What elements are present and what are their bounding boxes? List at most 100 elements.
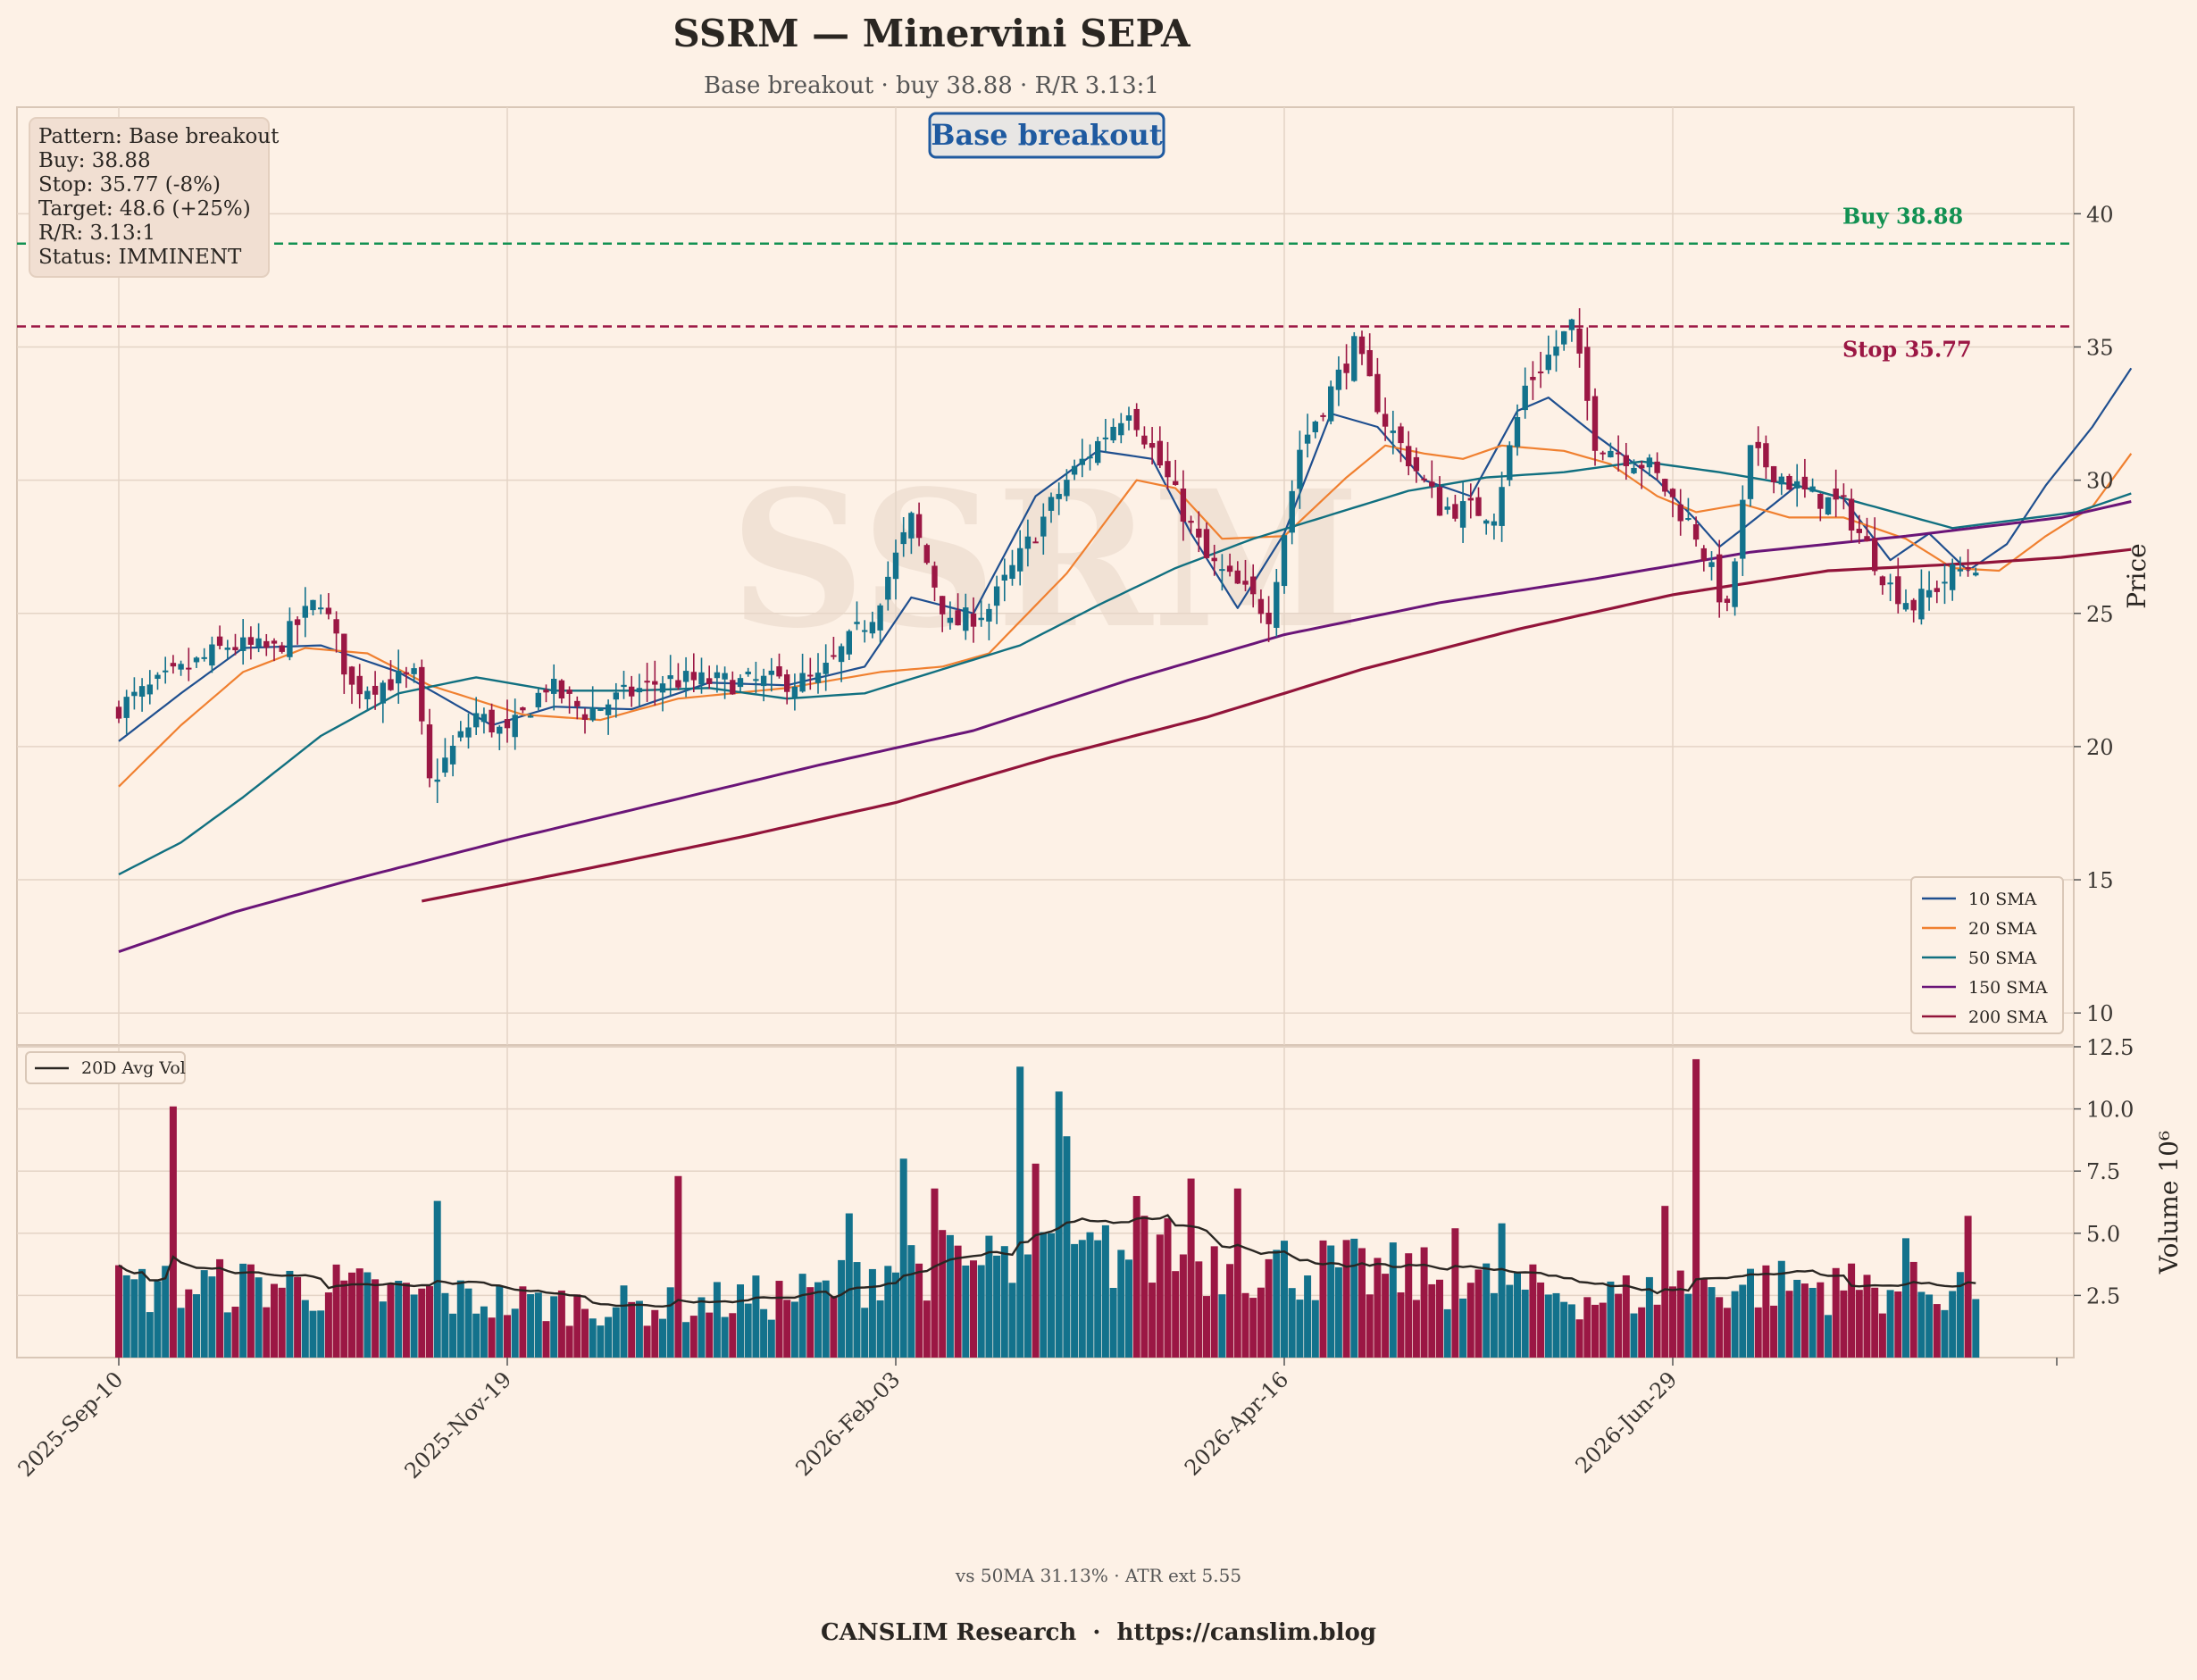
candle-body [1708,562,1715,567]
volume-bar [1358,1248,1366,1358]
volume-bar [246,1264,255,1358]
candle-body [1024,536,1032,549]
candle-body [923,545,930,564]
candle-body [396,671,402,684]
x-tick-label: 2026-Jun-29 [1571,1367,1683,1478]
volume-bar [1941,1309,1949,1358]
volume-bar [426,1286,433,1358]
candle-body [403,672,410,674]
footer-brand: CANSLIM Research · https://canslim.blog [821,1619,1376,1646]
candle-body [1110,426,1116,441]
volume-tick-label: 2.5 [2086,1283,2120,1308]
volume-bar [1210,1246,1218,1358]
pattern-badge-label: Base breakout [931,118,1162,152]
candle-body [434,779,440,782]
pattern-badge-bg [928,112,1165,159]
candle-body [1382,414,1389,427]
volume-bar [1405,1253,1413,1358]
volume-bar [962,1265,970,1358]
volume-tick-label: 5.0 [2086,1222,2120,1247]
volume-bar [324,1292,332,1358]
candle-body [457,731,464,738]
volume-bar [464,1288,472,1358]
volume-bar [698,1297,706,1358]
volume-bar [200,1270,208,1358]
volume-bar [1125,1259,1132,1358]
price-tick-label: 20 [2086,735,2114,760]
volume-bar [628,1301,636,1358]
candle-body [862,630,868,632]
candle-body [947,617,954,623]
candle-body [768,670,774,675]
candle-body [1048,497,1055,511]
candle-body [1398,426,1404,444]
volume-bar [1428,1283,1436,1358]
candle-body [652,681,658,685]
volume-bar [729,1313,737,1358]
volume-bar [752,1275,760,1358]
volume-bar [659,1318,666,1358]
candle-body [776,666,782,677]
volume-bar [332,1264,340,1358]
candle-body [1514,417,1521,447]
volume-bar [868,1268,876,1358]
candle-body [931,565,938,588]
volume-bar [1288,1288,1296,1358]
candle-body [138,686,146,698]
volume-bar [472,1313,480,1358]
volume-axis-label: Volume 10⁶ [2154,1131,2184,1275]
volume-tick-label: 7.5 [2086,1159,2120,1184]
volume-bar [830,1296,838,1358]
volume-bar [907,1245,915,1358]
candle-body [682,671,689,682]
volume-bar [1544,1294,1552,1358]
volume-bar [557,1290,565,1358]
volume-bar [946,1234,954,1358]
volume-bar [605,1316,613,1358]
candle-body [1413,456,1420,472]
volume-bar [1770,1305,1778,1358]
volume-bar [1195,1261,1203,1358]
candle-body [1623,455,1629,466]
volume-bar [271,1283,278,1358]
candle-body [1895,576,1901,605]
info-box: Pattern: Base breakout Buy: 38.88 Stop: … [29,117,280,278]
candle-body [1366,350,1373,377]
volume-bar [1140,1216,1149,1358]
candle-body [908,513,915,539]
price-grid [17,213,2074,1014]
candle-body [411,668,417,674]
volume-bar [379,1301,387,1358]
volume-bar [706,1312,714,1358]
candle-body [520,707,526,711]
volume-bar [309,1310,317,1358]
volume-legend-box [25,1051,186,1084]
volume-bar [1615,1293,1623,1358]
levels: Buy 38.88 Stop 35.77 [17,204,2074,362]
volume-bar [355,1268,363,1358]
candle-body [1545,355,1551,371]
candle-body [325,607,332,614]
volume-bar [1700,1278,1708,1358]
volume-bar [597,1325,605,1358]
volume-bar [1669,1286,1676,1358]
volume-bar [418,1288,426,1358]
volume-bar [1179,1254,1187,1358]
volume-bar [1972,1299,1980,1358]
candle-body [814,673,822,683]
candle-body [380,682,386,704]
volume-bar [666,1287,674,1358]
candle-body [690,672,697,681]
candle-body [1591,396,1599,451]
candle-body [1141,435,1148,445]
candle-body [1297,449,1303,489]
candle-body [831,655,837,657]
candle-body [629,686,635,697]
volume-bar [1451,1228,1459,1358]
volume-bar [348,1272,355,1358]
candle-body [551,679,557,694]
volume-bar [1909,1261,1917,1358]
candle-body [1390,430,1396,433]
volume-bar [1933,1304,1941,1358]
